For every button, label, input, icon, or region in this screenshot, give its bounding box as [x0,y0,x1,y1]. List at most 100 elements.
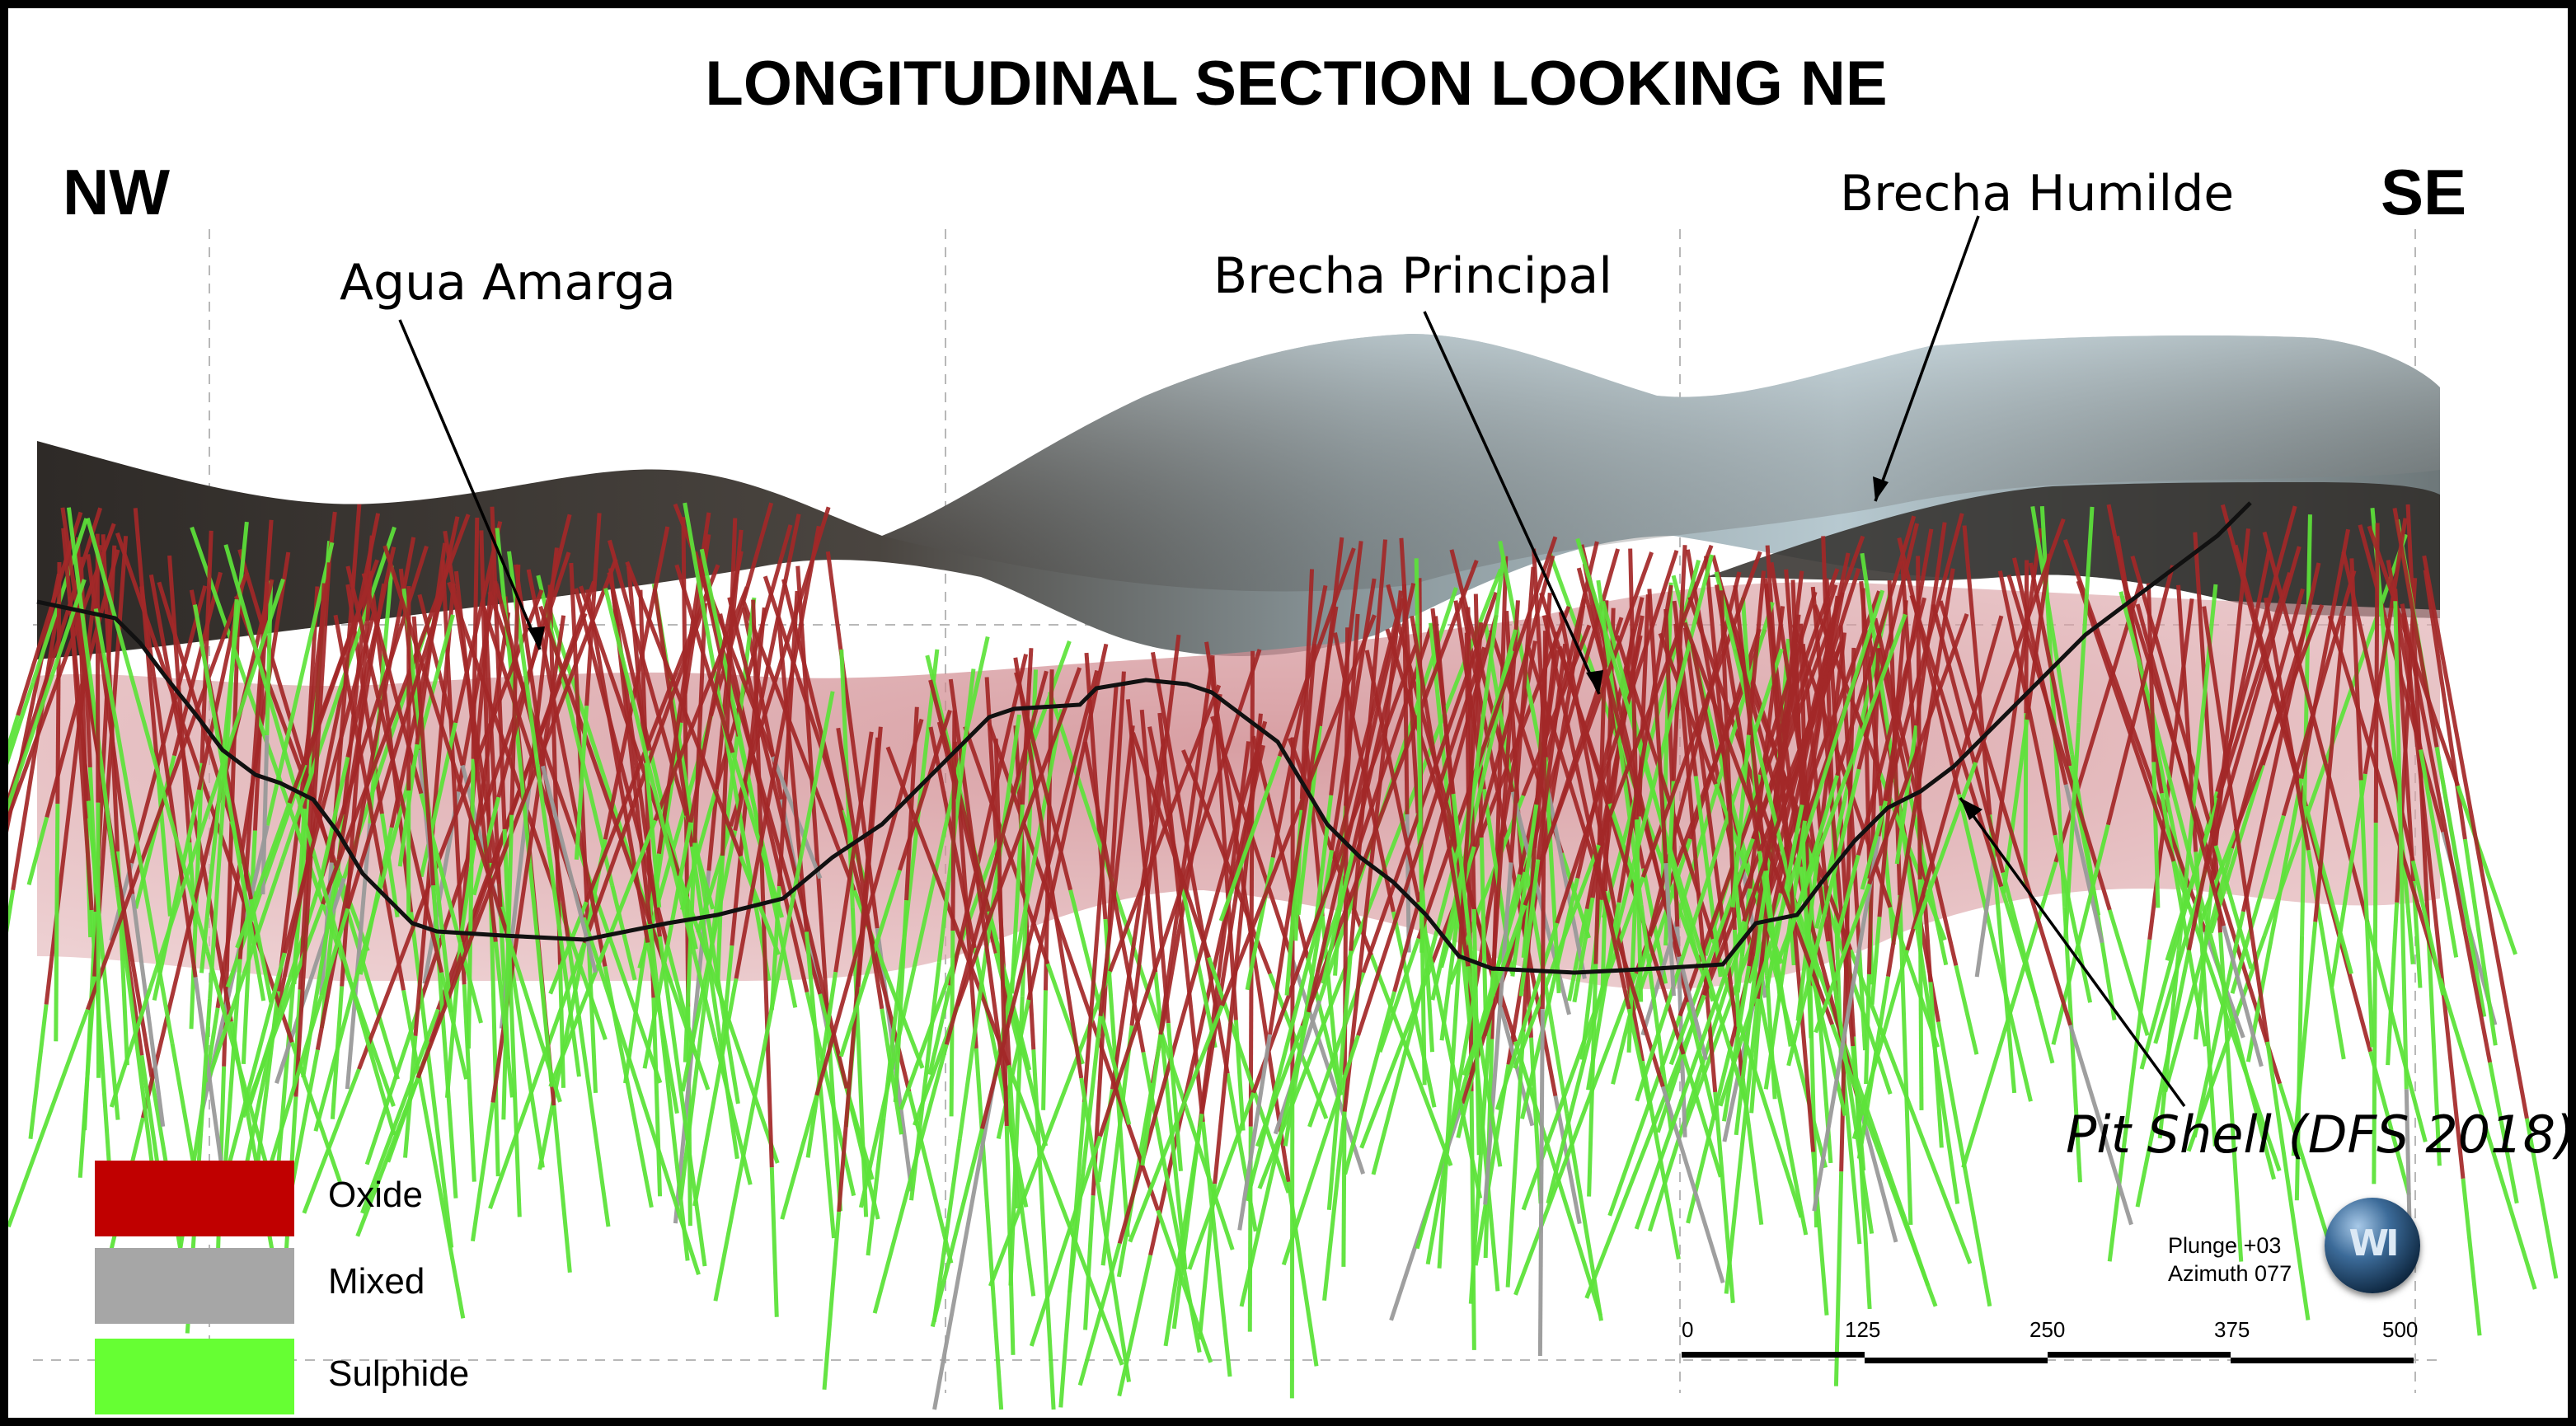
drillhole-oxide-segment [2281,570,2357,817]
drillhole-oxide-segment [8,579,87,813]
drillhole-sulphide-segment [1100,1025,1134,1266]
drillhole-sulphide-segment [1812,835,1881,1212]
drillhole-group [8,502,2559,1410]
terrain-highlight [882,334,2440,592]
scale-tick-250: 250 [2029,1317,2066,1342]
drillhole-oxide-segment [167,555,192,843]
drillhole-oxide-segment [2400,603,2493,1063]
callout-leaders [398,215,2186,1108]
drillhole-sulphide-segment [2426,930,2442,1166]
drillhole-oxide-segment [2299,528,2351,780]
drillhole-sulphide-segment [2053,834,2093,1003]
arrowhead-pit-shell [1960,798,1982,820]
scale-tick-375: 375 [2214,1317,2250,1342]
drillhole-sulphide-segment [1268,973,1329,1119]
drillhole-sulphide-segment [2147,711,2191,909]
drillhole-sulphide-segment [581,917,701,1276]
azimuth-text: Azimuth 077 [2168,1261,2292,1286]
scale-tick-125: 125 [1845,1317,1881,1342]
drillhole-sulphide-segment [645,942,679,1114]
drillhole-sulphide-segment [1814,883,1871,1034]
drillhole-oxide-segment [674,564,735,753]
legend-swatch-mixed [95,1248,294,1324]
drillhole-oxide-segment [2327,615,2442,980]
drillhole-sulphide-segment [658,936,707,1267]
drillhole-sulphide-segment [551,1105,572,1273]
drillhole-sulphide-segment [730,752,785,918]
plunge-text: Plunge +03 [2168,1233,2282,1258]
drillhole-sulphide-segment [1510,804,1539,977]
drillhole-sulphide-segment [156,774,172,917]
drillhole-sulphide-segment [1918,954,1960,1204]
drillhole-oxide-segment [140,579,274,1119]
drillhole-sulphide-segment [1954,964,1979,1055]
drillhole-oxide-segment [2264,597,2311,851]
drillhole-oxide-segment [727,597,849,1089]
leader-brecha-humilde [1874,215,1980,502]
drillhole-oxide-segment [8,523,116,823]
drillhole-sulphide-segment [2151,762,2161,908]
drillhole-sulphide-segment [872,1044,949,1314]
drillhole-oxide-segment [1835,515,1917,776]
drillhole-oxide-segment [1430,607,1456,795]
drillhole-sulphide-segment [8,715,21,754]
drillhole-sulphide-segment [2410,860,2446,996]
drillhole-sulphide-segment [2488,1062,2519,1204]
figure-title: LONGITUDINAL SECTION LOOKING NE [705,49,1888,119]
drillhole-oxide-segment [656,512,711,855]
drillhole-oxide-segment [1616,584,1673,903]
drillhole-oxide-segment [2135,603,2226,926]
drillhole-oxide-segment [980,669,1100,1129]
drillhole-sulphide-segment [2165,797,2221,961]
drillhole-sulphide-segment [1255,1025,1305,1147]
drillhole-oxide-segment [1673,623,1718,1093]
drillhole-sulphide-segment [974,1048,1004,1410]
drillhole-sulphide-segment [1898,894,1913,1226]
drillhole-oxide-segment [382,545,509,936]
drillhole-sulphide-segment [1786,768,1861,1067]
drillhole-oxide-segment [1719,590,1737,931]
drillhole-oxide-segment [1471,555,1555,847]
drillhole-sulphide-segment [1546,870,1634,1204]
drillhole-sulphide-segment [1879,805,1896,945]
drillhole-sulphide-segment [1029,1135,1102,1347]
drillhole-oxide-segment [767,691,835,1025]
drillhole-oxide-segment [741,599,856,892]
drillhole-oxide-segment [1525,644,1665,1088]
drillhole-oxide-segment [2006,574,2112,911]
drillhole-sulphide-segment [2107,939,2152,1262]
drillhole-sulphide-segment [1888,906,1940,1048]
drillhole-sulphide-segment [2265,1041,2311,1320]
drillhole-sulphide-segment [1749,954,1809,1236]
drillhole-sulphide-segment [1763,820,1808,1090]
drillhole-oxide-segment [93,607,175,1044]
drillhole-oxide-segment [1747,635,1804,967]
drillhole-oxide-segment [546,603,633,861]
drillhole-sulphide-segment [345,823,373,1090]
drillhole-sulphide-segment [528,861,554,1082]
drillhole-sulphide-segment [931,1138,962,1322]
drillhole-sulphide-segment [1587,964,1598,1197]
drillhole-oxide-segment [1349,539,1388,951]
drillhole-sulphide-segment [1163,1113,1204,1347]
drillhole-oxide-segment [447,581,561,903]
drillhole-oxide-segment [1534,650,1560,805]
drillhole-sulphide-segment [205,861,284,1083]
drillhole-sulphide-segment [2294,936,2305,1201]
drillhole-sulphide-segment [1225,1072,1258,1232]
drillhole-oxide-segment [2349,558,2363,781]
drillhole-sulphide-segment [1721,965,1752,1122]
drillhole-oxide-segment [1251,634,1422,1094]
drillhole-oxide-segment [95,533,101,803]
drillhole-sulphide-segment [501,814,514,1120]
drillhole-sulphide-segment [2365,922,2428,1142]
drillhole-oxide-segment [2012,557,2068,786]
drillhole-oxide-segment [2146,583,2156,762]
drillhole-sulphide-segment [1518,859,1541,997]
drillhole-oxide-segment [1356,646,1486,1037]
drillhole-sulphide-segment [1956,793,2033,1102]
drillhole-sulphide-segment [1140,1034,1163,1166]
drillhole-sulphide-segment [1187,1091,1255,1270]
drillhole-oxide-segment [345,546,396,758]
drillhole-oxide-segment [2363,518,2408,775]
